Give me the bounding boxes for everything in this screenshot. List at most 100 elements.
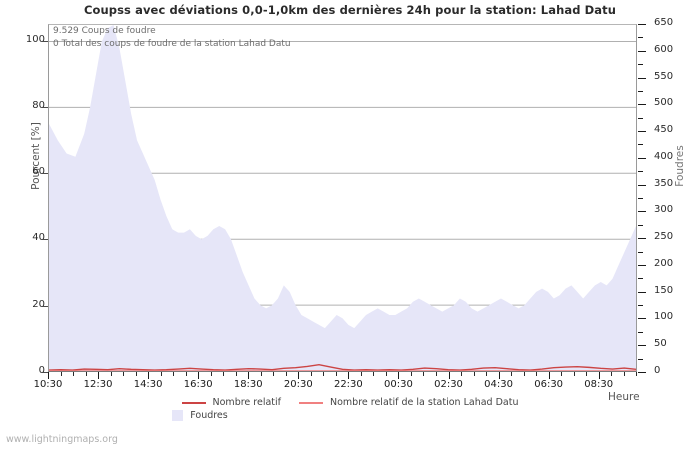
y-axis-right-tick-label: 50 (654, 338, 667, 350)
x-axis-minor-tick (223, 372, 225, 376)
y-axis-right-tick-label: 650 (654, 17, 674, 28)
x-axis-minor-tick (135, 372, 137, 376)
x-axis-tick-label: 18:30 (233, 379, 263, 390)
y-axis-right-tick-label: 600 (654, 43, 674, 55)
x-axis-tick-mark (448, 372, 450, 379)
x-axis-minor-tick (210, 372, 212, 376)
legend-item[interactable]: Nombre relatif (181, 397, 281, 408)
x-axis-tick-label: 14:30 (133, 379, 163, 390)
y-axis-left-tick-mark (42, 305, 48, 307)
legend-item-label: Nombre relatif de la station Lahad Datu (330, 397, 519, 408)
y-axis-right-tick-mark (638, 50, 646, 52)
y-axis-right-tick-label: 500 (654, 97, 674, 109)
y-axis-right-tick-label: 100 (654, 311, 674, 323)
x-axis-title: Heure (608, 391, 640, 403)
x-axis-tick-mark (548, 372, 550, 379)
y-axis-right-minor-tick (638, 37, 643, 39)
y-axis-left-tick-label: 0 (38, 365, 45, 376)
x-axis-minor-tick (373, 372, 375, 376)
y-axis-right-tick-mark (638, 264, 646, 266)
plot-area (48, 24, 637, 372)
x-axis-minor-tick (573, 372, 575, 376)
y-axis-right-minor-tick (638, 331, 643, 333)
x-axis-minor-tick (73, 372, 75, 376)
x-axis-minor-tick (536, 372, 538, 376)
y-axis-right-tick-mark (638, 184, 646, 186)
x-axis-tick-mark (148, 372, 150, 379)
x-axis-tick-label: 04:30 (484, 379, 513, 390)
x-axis-minor-tick (636, 372, 638, 376)
annotation-station-strokes: 0 Total des coups de foudre de la statio… (53, 39, 291, 49)
x-axis-tick-label: 06:30 (534, 379, 564, 390)
x-axis-minor-tick (60, 372, 62, 376)
line-series (49, 364, 636, 371)
y-axis-right-tick-mark (638, 77, 646, 79)
y-axis-left-tick-label: 60 (32, 166, 45, 178)
y-axis-left-tick-label: 40 (32, 232, 45, 244)
x-axis-minor-tick (173, 372, 175, 376)
x-axis-minor-tick (410, 372, 412, 376)
x-axis-minor-tick (586, 372, 588, 376)
y-axis-right-minor-tick (638, 171, 643, 173)
y-axis-right-tick-mark (638, 131, 646, 133)
y-axis-right-tick-mark (638, 238, 646, 240)
y-axis-right-tick-mark (638, 345, 646, 347)
y-axis-right-minor-tick (638, 117, 643, 119)
x-axis-minor-tick (511, 372, 513, 376)
legend-item[interactable]: Nombre relatif de la station Lahad Datu (299, 397, 518, 408)
x-axis-tick-mark (498, 372, 500, 379)
x-axis-tick-label: 08:30 (584, 379, 614, 390)
x-axis-tick-label: 22:30 (333, 379, 363, 390)
y-axis-right-minor-tick (638, 90, 643, 92)
y-axis-right-tick-mark (638, 318, 646, 320)
x-axis-tick-label: 00:30 (384, 379, 413, 390)
x-axis-minor-tick (260, 372, 262, 376)
x-axis-minor-tick (160, 372, 162, 376)
y-axis-right-tick-mark (638, 291, 646, 293)
x-axis-tick-mark (98, 372, 100, 379)
x-axis-minor-tick (285, 372, 287, 376)
x-axis-tick-mark (398, 372, 400, 379)
x-axis-minor-tick (273, 372, 275, 376)
plot-canvas (49, 25, 636, 371)
legend-item[interactable]: Foudres (172, 410, 228, 421)
x-axis-minor-tick (623, 372, 625, 376)
y-axis-right-minor-tick (638, 198, 643, 199)
legend-swatch-area-icon (172, 410, 184, 421)
y-axis-right-tick-label: 0 (654, 365, 661, 376)
y-axis-right-minor-tick (638, 278, 643, 280)
y-axis-left-tick-label: 20 (32, 298, 45, 310)
x-axis-minor-tick (385, 372, 387, 376)
legend-row-secondary: Foudres (0, 409, 700, 422)
x-axis-minor-tick (461, 372, 463, 376)
chart-title: Coupss avec déviations 0,0-1,0km des der… (83, 3, 617, 17)
y-axis-right-tick-mark (638, 211, 646, 213)
y-axis-left-tick-mark (42, 372, 48, 373)
y-axis-right-minor-tick (638, 64, 643, 66)
x-axis-minor-tick (235, 372, 237, 376)
y-axis-right-minor-tick (638, 144, 643, 146)
x-axis-minor-tick (611, 372, 613, 376)
x-axis-tick-mark (48, 372, 49, 379)
y-axis-right-tick-mark (638, 157, 646, 159)
area-series-foudres (49, 25, 636, 371)
x-axis-tick-mark (198, 372, 200, 379)
legend-swatch-line-icon (181, 401, 206, 404)
x-axis-tick-label: 12:30 (83, 379, 113, 390)
x-axis-minor-tick (436, 372, 437, 376)
watermark: www.lightningmaps.org (6, 434, 118, 445)
x-axis-tick-label: 02:30 (434, 379, 463, 390)
y-axis-right-minor-tick (638, 305, 643, 307)
y-axis-right-tick-label: 250 (654, 231, 674, 243)
y-axis-right-minor-tick (638, 224, 643, 226)
x-axis-tick-label: 20:30 (283, 379, 313, 390)
y-axis-right-tick-mark (638, 24, 646, 25)
y-axis-right-minor-tick (638, 251, 643, 253)
y-axis-right-tick-label: 400 (654, 150, 674, 162)
x-axis-minor-tick (335, 372, 337, 376)
y-axis-right-tick-label: 150 (654, 284, 674, 296)
x-axis-tick-mark (598, 372, 600, 379)
x-axis-tick-mark (248, 372, 250, 379)
x-axis-minor-tick (360, 372, 362, 376)
